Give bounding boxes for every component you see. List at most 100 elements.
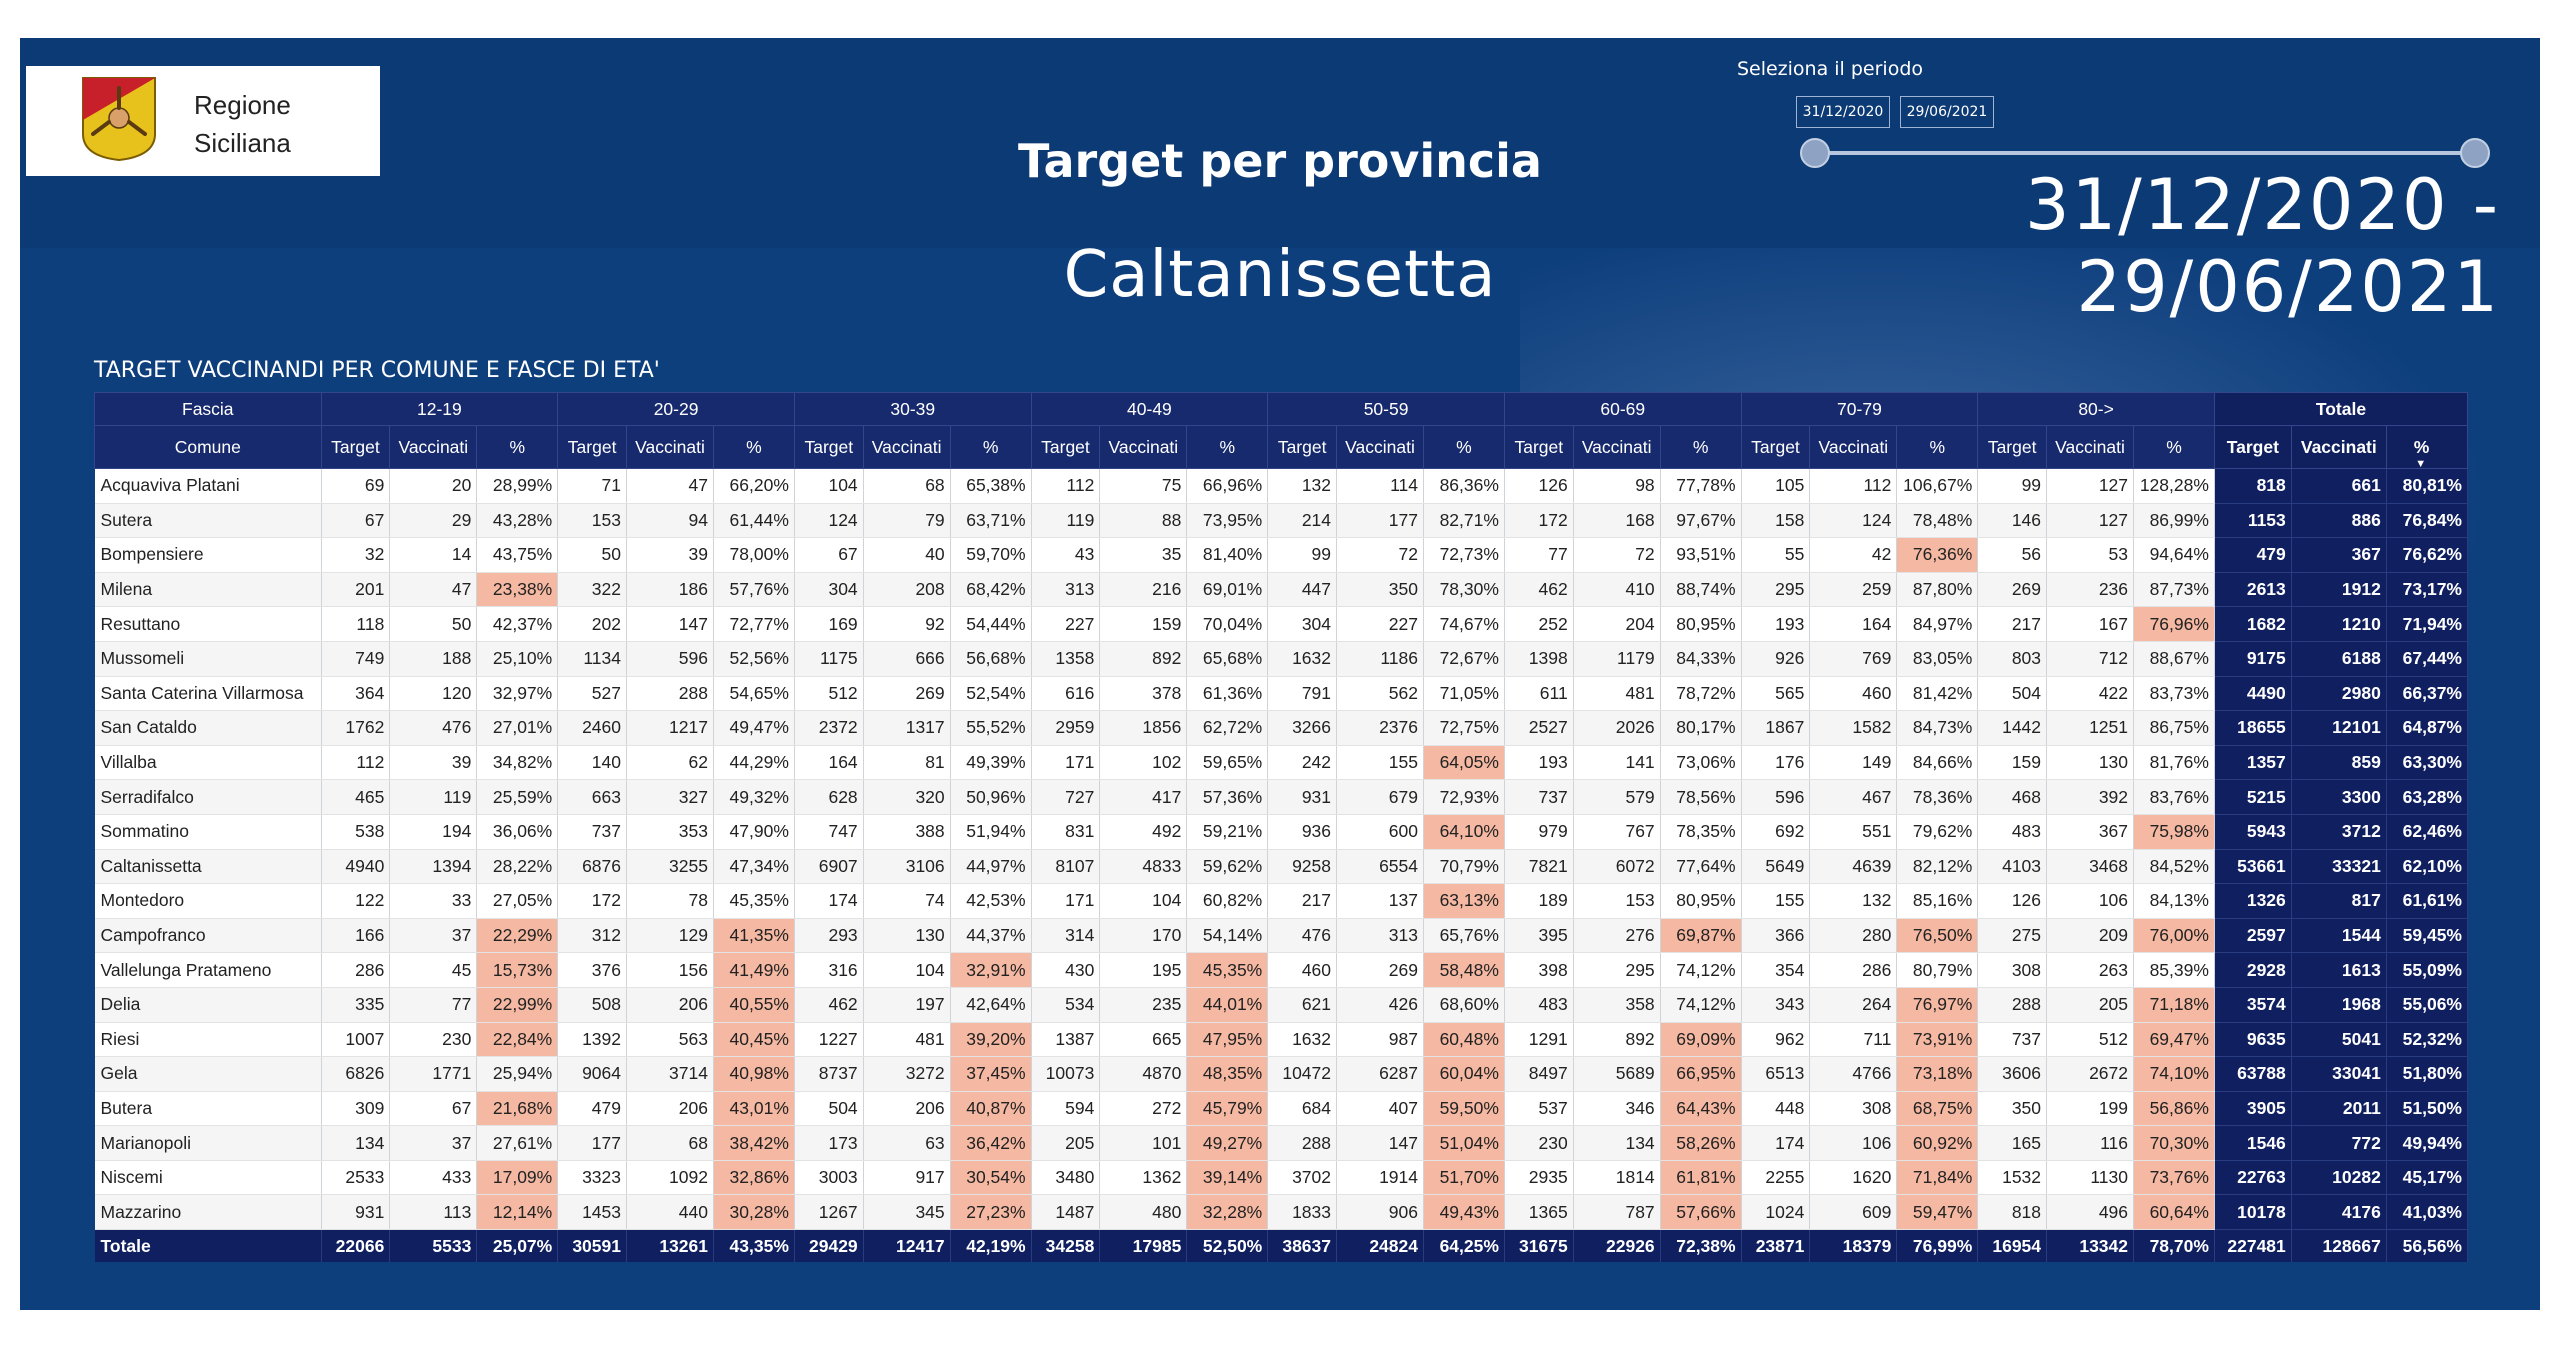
- table-row[interactable]: Acquaviva Platani 69 20 28,99% 71 47 66,20% 104…: [94, 468, 2469, 504]
- table-row[interactable]: Bompensiere 32 14 43,75% 50 39 78,00% 67 40 59,70…: [94, 537, 2469, 573]
- table-row[interactable]: Villalba 112 39 34,82% 140 62 44,29% 164 81 49,39…: [94, 745, 2469, 781]
- value-cell: 57,66%: [1660, 1194, 1742, 1231]
- table-row[interactable]: Milena 201 47 23,38% 322 186 57,76% 304 208 68,42…: [94, 572, 2469, 608]
- column-header-vaccinati[interactable]: Vaccinati: [1572, 425, 1661, 469]
- value-cell: 22,29%: [476, 918, 559, 954]
- column-header-target[interactable]: Target: [1740, 425, 1811, 469]
- value-cell: 62: [626, 745, 714, 781]
- value-cell: 562: [1336, 676, 1424, 712]
- value-cell: 41,35%: [713, 918, 795, 954]
- column-header-vaccinati[interactable]: Vaccinati: [2290, 425, 2387, 469]
- table-row[interactable]: Sutera 67 29 43,28% 153 94 61,44% 124 79 63,71% 11…: [94, 503, 2469, 539]
- table-row[interactable]: Campofranco 166 37 22,29% 312 129 41,35% 293 130…: [94, 918, 2469, 954]
- table-row[interactable]: Mussomeli 749 188 25,10% 1134 596 52,56% 1175 66…: [94, 641, 2469, 677]
- value-cell: 61,61%: [2386, 883, 2469, 919]
- table-row[interactable]: Marianopoli 134 37 27,61% 177 68 38,42% 173 63 36…: [94, 1125, 2469, 1161]
- column-header-vaccinati[interactable]: Vaccinati: [1336, 425, 1424, 469]
- column-header-target[interactable]: Target: [557, 425, 627, 469]
- value-cell: 119: [389, 779, 478, 815]
- column-header-pct[interactable]: %: [1659, 425, 1742, 469]
- column-header-pct[interactable]: %▼: [2385, 425, 2469, 470]
- column-header-target[interactable]: Target: [2213, 425, 2292, 469]
- value-cell: 737: [1977, 1022, 2048, 1058]
- value-cell: 169: [794, 606, 864, 642]
- table-row[interactable]: Montedoro 122 33 27,05% 172 78 45,35% 174 74 42,5…: [94, 883, 2469, 919]
- column-header-vaccinati[interactable]: Vaccinati: [626, 425, 714, 469]
- value-cell: 47,34%: [713, 849, 795, 885]
- value-cell: 158: [1741, 503, 1811, 539]
- period-slider-start-handle[interactable]: [1800, 138, 1830, 168]
- column-header-target[interactable]: Target: [1267, 425, 1338, 469]
- column-header-target[interactable]: Target: [793, 425, 864, 469]
- table-row[interactable]: Butera 309 67 21,68% 479 206 43,01% 504 206 40,87…: [94, 1091, 2469, 1127]
- column-header-target[interactable]: Target: [320, 425, 391, 469]
- column-header-pct[interactable]: %: [476, 425, 559, 469]
- value-cell: 230: [1504, 1125, 1574, 1161]
- value-cell: 32,97%: [476, 676, 559, 712]
- column-header-vaccinati[interactable]: Vaccinati: [389, 425, 478, 469]
- value-cell: 1024: [1741, 1194, 1811, 1231]
- table-row[interactable]: Sommatino 538 194 36,06% 737 353 47,90% 747 388 5…: [94, 814, 2469, 850]
- table-row[interactable]: Resuttano 118 50 42,37% 202 147 72,77% 169 92 54,…: [94, 606, 2469, 642]
- table-row[interactable]: San Cataldo 1762 476 27,01% 2460 1217 49,47% 23…: [94, 710, 2469, 746]
- table-row[interactable]: Santa Caterina Villarmosa 364 120 32,97% 527…: [94, 676, 2469, 712]
- value-cell: 320: [863, 779, 951, 815]
- column-header-pct[interactable]: %: [949, 425, 1032, 469]
- value-cell: 106: [1809, 1125, 1898, 1161]
- table-row[interactable]: Serradifalco 465 119 25,59% 663 327 49,32% 628 3…: [94, 779, 2469, 815]
- comune-header[interactable]: Comune: [94, 425, 322, 469]
- table-row[interactable]: Gela 6826 1771 25,94% 9064 3714 40,98% 8737 3272…: [94, 1056, 2469, 1092]
- value-cell: 661: [2291, 468, 2387, 504]
- column-header-pct[interactable]: %: [712, 425, 795, 469]
- table-row[interactable]: Mazzarino 931 113 12,14% 1453 440 30,28% 1267 34…: [94, 1194, 2469, 1231]
- value-cell: 410: [1573, 572, 1661, 608]
- column-header-vaccinati[interactable]: Vaccinati: [1809, 425, 1898, 469]
- column-header-vaccinati[interactable]: Vaccinati: [862, 425, 951, 469]
- date-start-input[interactable]: 31/12/2020: [1796, 96, 1890, 128]
- sort-descending-icon[interactable]: ▼: [2415, 457, 2427, 470]
- value-cell: 892: [1573, 1022, 1661, 1058]
- table-row[interactable]: Caltanissetta 4940 1394 28,22% 6876 3255 47,34…: [94, 849, 2469, 885]
- column-header-vaccinati[interactable]: Vaccinati: [2046, 425, 2135, 469]
- value-cell: 350: [1336, 572, 1424, 608]
- column-header-target[interactable]: Target: [1503, 425, 1574, 469]
- table-row[interactable]: Delia 335 77 22,99% 508 206 40,55% 462 197 42,64%…: [94, 987, 2469, 1023]
- value-cell: 41,03%: [2386, 1194, 2469, 1231]
- value-cell: 8737: [794, 1056, 864, 1092]
- value-cell: 3272: [863, 1056, 951, 1092]
- value-cell: 747: [794, 814, 864, 850]
- total-value-cell: 18379: [1809, 1229, 1898, 1263]
- value-cell: 1398: [1504, 641, 1574, 677]
- table-row[interactable]: Riesi 1007 230 22,84% 1392 563 40,45% 1227 481 39…: [94, 1022, 2469, 1058]
- period-slider-track[interactable]: [1815, 151, 2475, 155]
- period-slider-end-handle[interactable]: [2460, 138, 2490, 168]
- value-cell: 39,14%: [1186, 1160, 1269, 1196]
- value-cell: 156: [626, 952, 714, 988]
- value-cell: 206: [626, 987, 714, 1023]
- table-row[interactable]: Vallelunga Pratameno 286 45 15,73% 376 156 41,…: [94, 952, 2469, 988]
- column-header-pct[interactable]: %: [1896, 425, 1979, 469]
- column-header-target[interactable]: Target: [1977, 425, 2048, 469]
- value-cell: 1532: [1977, 1160, 2048, 1196]
- value-cell: 304: [794, 572, 864, 608]
- value-cell: 468: [1977, 779, 2048, 815]
- value-cell: 1179: [1573, 641, 1661, 677]
- value-cell: 272: [1099, 1091, 1188, 1127]
- value-cell: 4103: [1977, 849, 2048, 885]
- value-cell: 51,04%: [1423, 1125, 1505, 1161]
- column-header-pct[interactable]: %: [1423, 425, 1505, 469]
- value-cell: 4176: [2291, 1194, 2387, 1231]
- value-cell: 202: [557, 606, 627, 642]
- column-header-pct[interactable]: %: [1186, 425, 1269, 469]
- fascia-header: Fascia: [94, 392, 322, 426]
- column-header-pct[interactable]: %: [2133, 425, 2215, 469]
- table-row[interactable]: Niscemi 2533 433 17,09% 3323 1092 32,86% 3003 91…: [94, 1160, 2469, 1196]
- value-cell: 61,44%: [713, 503, 795, 539]
- value-cell: 59,62%: [1186, 849, 1269, 885]
- value-cell: 76,36%: [1896, 537, 1979, 573]
- value-cell: 5649: [1741, 849, 1811, 885]
- value-cell: 48,35%: [1186, 1056, 1269, 1092]
- column-header-target[interactable]: Target: [1030, 425, 1101, 469]
- column-header-vaccinati[interactable]: Vaccinati: [1099, 425, 1188, 469]
- date-end-input[interactable]: 29/06/2021: [1900, 96, 1994, 128]
